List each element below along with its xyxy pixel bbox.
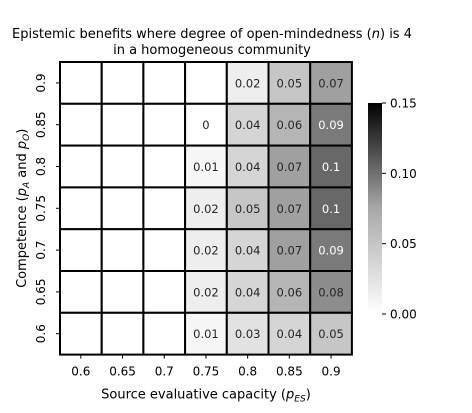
heatmap-cell xyxy=(142,270,187,314)
cell-value-label: 0.1 xyxy=(322,160,340,174)
heatmap-cell xyxy=(59,144,103,189)
heatmap-cell xyxy=(100,102,145,147)
cell-value-label: 0.02 xyxy=(193,202,219,216)
colorbar-tick-label: 0.05 xyxy=(390,237,417,251)
heatmap-cell xyxy=(142,144,187,189)
heatmap-cell xyxy=(59,311,103,356)
cell-value-label: 0.01 xyxy=(193,160,219,174)
heatmap-cell xyxy=(100,311,145,356)
cell-value-label: 0.08 xyxy=(318,285,344,299)
heatmap-cell xyxy=(142,102,187,147)
heatmap-cell xyxy=(100,270,145,314)
y-tick-label: 0.6 xyxy=(34,324,48,343)
heatmap-cell xyxy=(225,228,270,272)
heatmap-cell xyxy=(142,61,187,105)
heatmap-cell xyxy=(225,311,270,356)
x-tick-label: 0.75 xyxy=(193,365,220,379)
cell-value-label: 0.09 xyxy=(318,244,344,258)
chart-title-line: Epistemic benefits where degree of open-… xyxy=(12,27,412,42)
cell-value-label: 0.09 xyxy=(318,118,344,132)
cell-value-label: 0.07 xyxy=(277,160,303,174)
chart-title: Epistemic benefits where degree of open-… xyxy=(12,27,412,58)
heatmap-cell xyxy=(267,144,312,189)
cell-value-label: 0.05 xyxy=(277,76,303,90)
colorbar-gradient xyxy=(368,103,382,314)
colorbar-tick-label: 0.15 xyxy=(390,97,417,111)
x-axis-label: Source evaluative capacity (pES) xyxy=(101,388,311,405)
y-tick-label: 0.65 xyxy=(34,279,48,306)
heatmap-cell xyxy=(100,61,145,105)
heatmap-cell xyxy=(309,311,353,356)
x-tick-label: 0.6 xyxy=(71,365,90,379)
x-tick-label: 0.65 xyxy=(109,365,136,379)
heatmap-cell xyxy=(184,144,228,189)
heatmap-cells: 0.02 0.05 0.07 0 0.04 0.06 0.09 0.01 0.04 0.07 0.1… xyxy=(59,61,353,356)
heatmap-cell xyxy=(142,311,187,356)
cell-value-label: 0.02 xyxy=(193,285,219,299)
x-axis-title: Source evaluative capacity (pES) xyxy=(101,388,311,405)
cell-value-label: 0.05 xyxy=(318,327,344,341)
heatmap-cell xyxy=(100,228,145,272)
heatmap-cell xyxy=(309,228,353,272)
heatmap-cell xyxy=(309,270,353,314)
heatmap-cell xyxy=(59,228,103,272)
cell-value-label: 0.07 xyxy=(277,244,303,258)
y-tick-label: 0.7 xyxy=(34,241,48,260)
y-axis-label: Competence (pA and pO) xyxy=(15,129,32,288)
cell-value-label: 0.06 xyxy=(277,285,303,299)
cell-value-label: 0.1 xyxy=(322,202,340,216)
heatmap-cell xyxy=(184,270,228,314)
heatmap-cell xyxy=(142,186,187,231)
cell-value-label: 0.02 xyxy=(235,76,261,90)
heatmap-cell xyxy=(59,270,103,314)
x-tick-label: 0.7 xyxy=(155,365,174,379)
cell-value-label: 0.04 xyxy=(235,244,261,258)
heatmap-cell xyxy=(59,186,103,231)
colorbar: 0.00 0.05 0.10 0.15 xyxy=(368,97,417,322)
heatmap-cell xyxy=(184,61,228,105)
cell-value-label: 0.02 xyxy=(193,244,219,258)
cell-value-label: 0.07 xyxy=(318,76,344,90)
heatmap-cell xyxy=(142,228,187,272)
y-tick-label: 0.8 xyxy=(34,157,48,176)
colorbar-tick-label: 0.10 xyxy=(390,167,417,181)
y-tick-label: 0.75 xyxy=(34,195,48,222)
cell-value-label: 0.05 xyxy=(235,202,261,216)
cell-value-label: 0 xyxy=(202,118,209,132)
heatmap-cell xyxy=(184,186,228,231)
heatmap-cell xyxy=(59,102,103,147)
colorbar-tick-label: 0.00 xyxy=(390,308,417,322)
cell-value-label: 0.06 xyxy=(277,118,303,132)
cell-value-label: 0.04 xyxy=(235,118,261,132)
y-axis: 0.9 0.85 0.8 0.75 0.7 0.65 0.6 xyxy=(34,73,60,343)
heatmap-cell xyxy=(100,186,145,231)
x-axis: 0.6 0.65 0.7 0.75 0.8 0.85 0.9 xyxy=(71,354,341,379)
x-tick-label: 0.8 xyxy=(238,365,257,379)
x-tick-label: 0.85 xyxy=(276,365,303,379)
chart-title-line: in a homogeneous community xyxy=(113,43,311,58)
cell-value-label: 0.01 xyxy=(193,327,219,341)
heatmap-cell xyxy=(59,61,103,105)
cell-value-label: 0.04 xyxy=(235,285,261,299)
cell-value-label: 0.04 xyxy=(235,160,261,174)
cell-value-label: 0.07 xyxy=(277,202,303,216)
heatmap-cell xyxy=(100,144,145,189)
y-tick-label: 0.9 xyxy=(34,73,48,92)
cell-value-label: 0.03 xyxy=(235,327,261,341)
cell-value-label: 0.04 xyxy=(277,327,303,341)
y-axis-title: Competence (pA and pO) xyxy=(15,129,32,288)
x-tick-label: 0.9 xyxy=(322,365,341,379)
heatmap-cell xyxy=(184,228,228,272)
y-tick-label: 0.85 xyxy=(34,111,48,138)
heatmap-cell xyxy=(309,144,353,189)
